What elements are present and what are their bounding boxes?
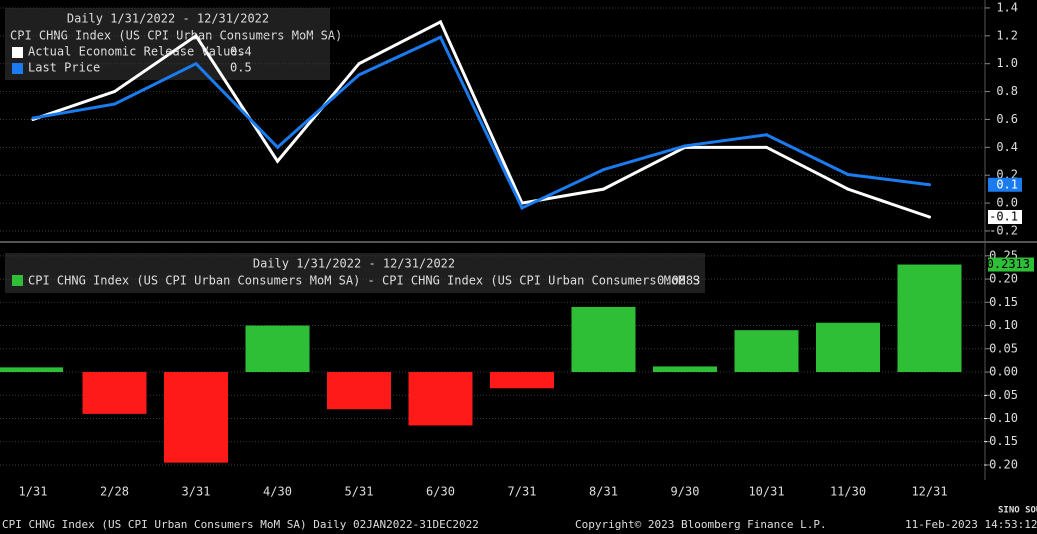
bar (245, 325, 310, 373)
x-tick-label: 7/31 (508, 485, 537, 499)
legend-value: 0.5 (230, 61, 252, 75)
last-tag-label: 0.1 (996, 177, 1018, 191)
last-tag (988, 210, 1022, 225)
footer-center: Copyright© 2023 Bloomberg Finance L.P. (575, 518, 827, 531)
x-tick-label: 8/31 (589, 485, 618, 499)
y-tick-label: -0.10 (982, 411, 1018, 425)
legend-label: CPI CHNG Index (US CPI Urban Consumers M… (28, 274, 700, 288)
x-tick-label: 3/31 (182, 485, 211, 499)
x-tick-label: 9/30 (671, 485, 700, 499)
bar (0, 367, 63, 373)
x-tick-label: 5/31 (345, 485, 374, 499)
y-tick-label: -0.2 (989, 223, 1018, 237)
point (765, 133, 768, 137)
x-tick-label: 12/31 (911, 485, 947, 499)
bar (734, 330, 799, 373)
x-tick-label: 11/30 (830, 485, 866, 499)
point (113, 90, 116, 94)
point (276, 159, 279, 163)
point (846, 172, 850, 176)
x-tick-label: 10/31 (748, 485, 784, 499)
y-tick-label: 0.10 (989, 318, 1018, 332)
point (765, 145, 768, 149)
title: CPI CHNG Index (US CPI Urban Consumers M… (10, 29, 342, 43)
point (439, 20, 442, 24)
y-tick-label: -0.05 (982, 388, 1018, 402)
y-tick-label: -0.20 (982, 457, 1018, 471)
y-tick-label: 0.0 (996, 196, 1018, 210)
bar (653, 366, 717, 373)
x-tick-label: 6/30 (426, 485, 455, 499)
bar (82, 372, 147, 414)
y-tick-label: 0.6 (996, 112, 1018, 126)
line-series (32, 35, 930, 210)
point (113, 102, 116, 106)
y-tick-label: 0.20 (989, 272, 1018, 286)
last-tag (988, 177, 1022, 192)
point (846, 187, 850, 191)
subtitle: Daily 1/31/2022 - 12/31/2022 (67, 12, 269, 26)
legend-box (5, 8, 330, 80)
legend-value: 0.4 (230, 45, 252, 59)
subtitle: Daily 1/31/2022 - 12/31/2022 (253, 257, 455, 271)
y-tick-label: 1.0 (996, 56, 1018, 70)
line-series (32, 19, 930, 219)
bar (164, 372, 228, 463)
bar (816, 322, 880, 373)
point (602, 168, 605, 172)
legend-label: Actual Economic Release Values (28, 45, 245, 59)
y-tick-label: 1.4 (996, 0, 1018, 14)
x-tick-label: 1/31 (19, 485, 48, 499)
point (928, 215, 931, 219)
bar (490, 372, 554, 389)
last-tag-label: -0.1 (989, 210, 1018, 224)
last-tag-label: 0.2313 (987, 257, 1030, 271)
y-tick-label: 0.00 (989, 365, 1018, 379)
bar (408, 372, 473, 426)
point (276, 145, 279, 149)
legend-label: Last Price (28, 61, 100, 75)
last-tag (988, 257, 1034, 272)
y-tick-label: 0.4 (996, 140, 1018, 154)
x-tick-label: 2/28 (100, 485, 129, 499)
point (357, 73, 361, 77)
x-tick-label: 4/30 (263, 485, 292, 499)
legend-value: 0.0883 (657, 274, 700, 288)
point (683, 144, 687, 148)
legend-box (5, 253, 705, 293)
legend-swatch (12, 47, 23, 58)
y-tick-label: 0.8 (996, 84, 1018, 98)
point (194, 62, 198, 66)
legend-swatch (12, 63, 23, 74)
point (439, 35, 442, 39)
point (31, 116, 35, 120)
point (602, 187, 605, 191)
logo: SINO SOUND (998, 506, 1037, 516)
legend-swatch (12, 275, 23, 286)
footer-left: CPI CHNG Index (US CPI Urban Consumers M… (2, 518, 479, 531)
bar (897, 264, 962, 373)
bar (571, 306, 636, 373)
bar (327, 372, 391, 410)
point (928, 183, 931, 187)
y-tick-label: 0.15 (989, 295, 1018, 309)
point (520, 206, 524, 210)
y-tick-label: -0.15 (982, 434, 1018, 448)
y-tick-label: 0.05 (989, 341, 1018, 355)
point (194, 34, 198, 38)
y-tick-label: 1.2 (996, 28, 1018, 42)
footer-right: 11-Feb-2023 14:53:12 (905, 518, 1037, 531)
point (357, 62, 361, 66)
